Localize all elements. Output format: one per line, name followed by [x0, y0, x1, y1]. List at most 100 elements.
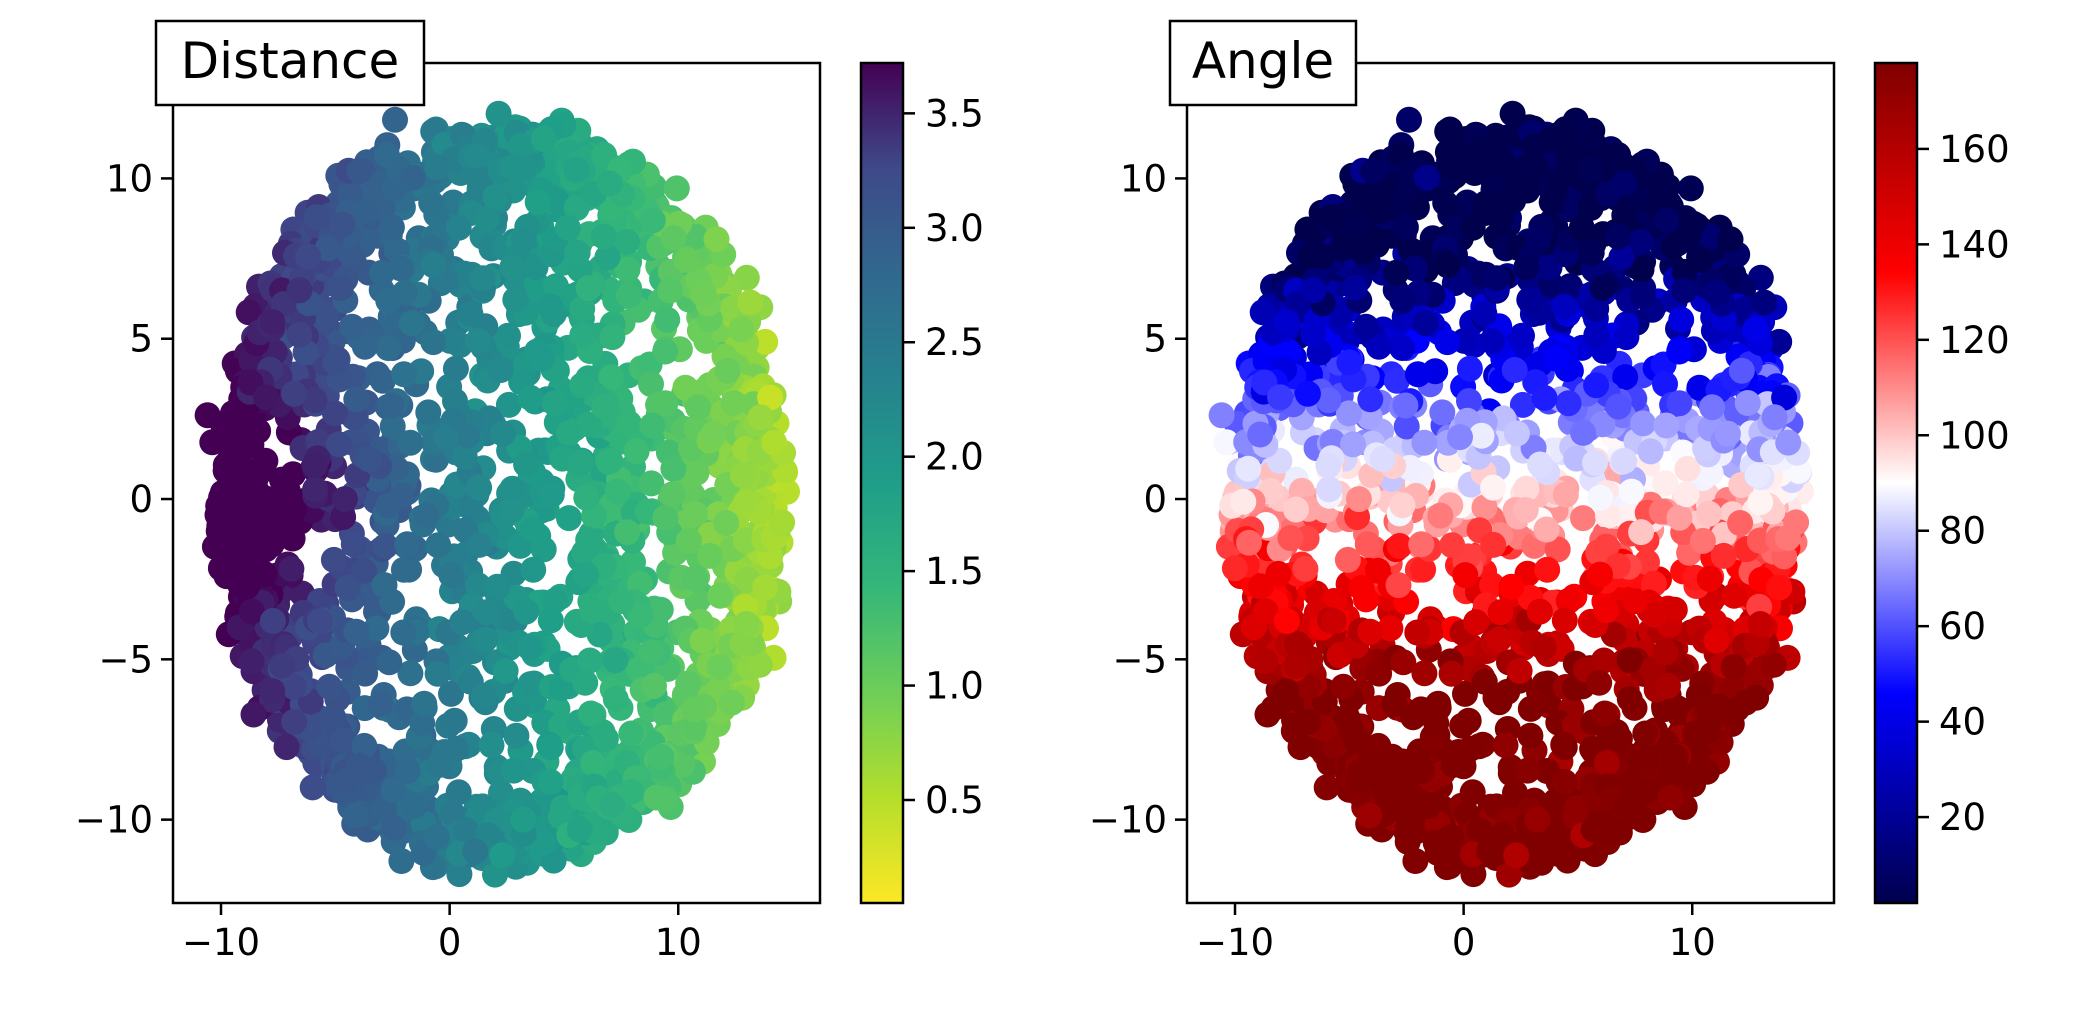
scatter-point [1235, 455, 1262, 482]
scatter-point [728, 316, 755, 343]
scatter-point [352, 660, 379, 687]
colorbar-tick-label: 0.5 [925, 779, 984, 822]
scatter-point [443, 735, 470, 762]
scatter-point [564, 239, 591, 266]
scatter-point [537, 768, 564, 795]
scatter-point [696, 542, 723, 569]
scatter-point [512, 598, 539, 625]
scatter-point [1471, 494, 1498, 521]
x-tick-label: 0 [438, 921, 462, 964]
scatter-point [1247, 421, 1274, 448]
scatter-point [682, 566, 709, 592]
scatter-point [614, 228, 640, 255]
angle-panel: −10 0 10 −10 −5 0 5 10 Angle 20 40 60 80 100 120 140… [1089, 19, 2010, 964]
scatter-point [1404, 361, 1431, 388]
scatter-point [1283, 496, 1309, 523]
scatter-point [720, 390, 747, 416]
scatter-point [390, 361, 417, 388]
scatter-point [495, 322, 521, 349]
scatter-point [1447, 424, 1473, 451]
scatter-point [572, 669, 599, 696]
scatter-point [442, 388, 468, 414]
scatter-point [199, 429, 226, 456]
scatter-point [1404, 619, 1431, 646]
scatter-point [216, 488, 243, 515]
scatter-point [378, 392, 405, 419]
scatter-point [1320, 608, 1347, 635]
scatter-point [604, 478, 631, 505]
scatter-point [1313, 774, 1340, 801]
scatter-point [1611, 447, 1638, 474]
scatter-point [1578, 239, 1605, 266]
scatter-point [1334, 704, 1361, 731]
scatter-point [627, 601, 654, 628]
scatter-point [306, 608, 333, 635]
scatter-point [420, 329, 447, 356]
scatter-point [343, 618, 370, 645]
scatter-point [537, 293, 564, 320]
scatter-point [524, 189, 551, 216]
scatter-point [1590, 647, 1617, 674]
scatter-point [1568, 214, 1595, 241]
scatter-point [1673, 481, 1700, 508]
scatter-point [746, 651, 773, 678]
scatter-point [273, 734, 300, 761]
scatter-point [1383, 367, 1410, 394]
scatter-point [207, 555, 234, 582]
scatter-point [1468, 422, 1495, 449]
scatter-point [1606, 725, 1633, 752]
x-tick-label: 0 [1452, 921, 1476, 964]
scatter-point [591, 393, 618, 420]
scatter-point [442, 355, 469, 382]
scatter-point [1717, 226, 1744, 253]
scatter-point [339, 313, 365, 340]
scatter-point [1534, 556, 1561, 583]
scatter-point [369, 259, 396, 286]
scatter-point [1527, 451, 1554, 478]
scatter-point [556, 419, 583, 446]
scatter-point [286, 321, 313, 348]
scatter-point [399, 164, 426, 191]
scatter-point [1438, 824, 1465, 850]
scatter-point [1543, 345, 1570, 372]
scatter-point [1480, 474, 1507, 501]
scatter-point [375, 335, 402, 361]
y-tick-label: −5 [98, 638, 153, 681]
scatter-point [327, 274, 354, 301]
scatter-point [1710, 542, 1737, 569]
scatter-point [575, 275, 602, 302]
scatter-point [623, 438, 650, 465]
scatter-point [1570, 419, 1597, 446]
scatter-point [1628, 519, 1655, 546]
scatter-point [397, 660, 424, 687]
scatter-point [1695, 500, 1722, 527]
scatter-point [445, 779, 472, 806]
scatter-point [1652, 371, 1678, 398]
scatter-point [1501, 357, 1528, 383]
scatter-point [388, 848, 415, 874]
scatter-point [1677, 175, 1704, 202]
colorbar-tick-label: 1.5 [925, 550, 984, 593]
scatter-point [614, 519, 641, 546]
scatter-point [295, 243, 321, 270]
scatter-point [418, 189, 445, 216]
scatter-point [1653, 412, 1680, 439]
scatter-point [355, 446, 382, 472]
scatter-point [269, 652, 296, 679]
scatter-point [1389, 335, 1416, 361]
scatter-point [1315, 387, 1342, 414]
scatter-point [457, 494, 484, 521]
scatter-point [1523, 155, 1550, 182]
scatter-point [1666, 504, 1693, 531]
scatter-point [1353, 313, 1379, 340]
scatter-point [638, 470, 665, 497]
scatter-point [639, 412, 666, 439]
scatter-point [1423, 710, 1450, 737]
scatter-point [1386, 533, 1413, 559]
scatter-point [1357, 386, 1384, 413]
scatter-point [433, 424, 459, 451]
scatter-point [1429, 399, 1456, 426]
scatter-point [363, 615, 390, 642]
scatter-point [1471, 300, 1498, 327]
scatter-point [718, 689, 745, 716]
